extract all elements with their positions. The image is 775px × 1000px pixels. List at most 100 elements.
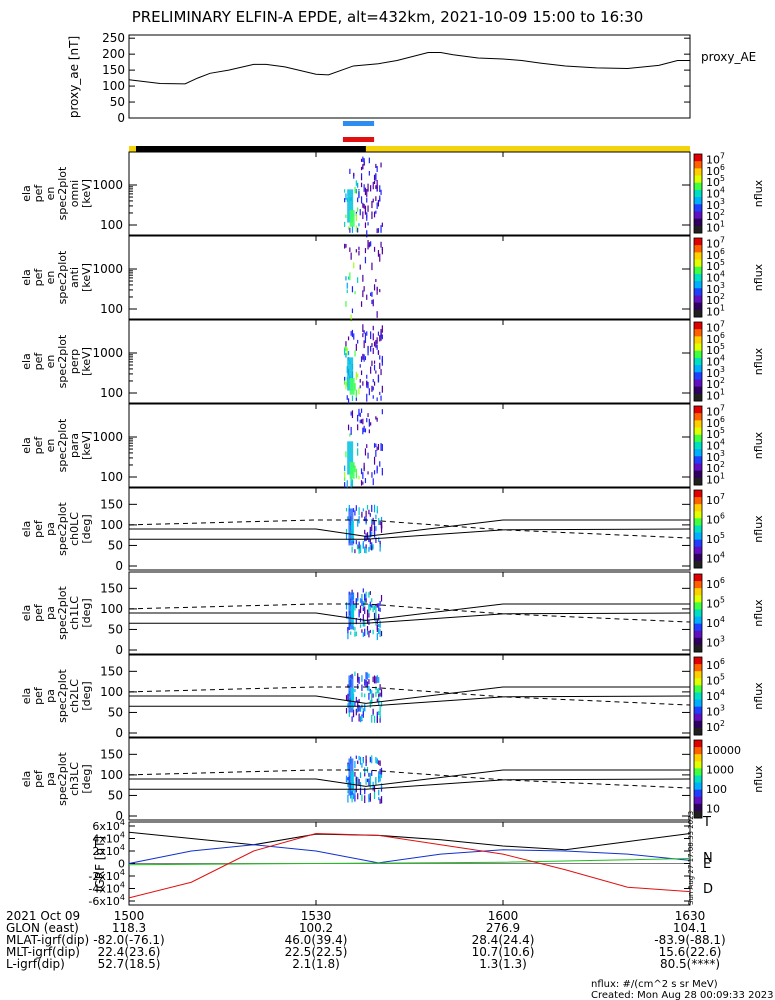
spectrogram-cell — [368, 171, 370, 176]
pa-spectrogram-core-hi — [350, 770, 354, 792]
pa-spectrogram-cell — [373, 791, 376, 800]
spectrogram-cell — [367, 205, 369, 212]
spectrogram-cell — [360, 480, 363, 486]
spectrogram-cell — [380, 395, 382, 401]
colorbar-tick-label: 101 — [706, 303, 725, 318]
spectrogram-cell — [372, 395, 374, 399]
pa-spectrogram-cell — [359, 624, 362, 628]
spectrogram-cell — [373, 246, 376, 252]
footer-row-value: 104.1 — [673, 921, 707, 935]
colorbar-tick-label: 106 — [706, 415, 725, 430]
spectrogram-cell — [355, 371, 357, 380]
spectrogram-cell — [367, 240, 369, 247]
colorbar-tick-label: 101 — [706, 387, 725, 402]
colorbar-tick-label: 106 — [706, 657, 725, 672]
spectrogram-cell — [359, 209, 361, 216]
pa-ytick-label: 100 — [100, 518, 123, 532]
spectrogram-cell — [357, 373, 359, 378]
pa-spectrogram-cell — [368, 605, 370, 614]
spectrogram-cell — [345, 276, 347, 281]
spectrogram-cell — [363, 158, 365, 164]
pa-spectrogram-cell — [376, 603, 378, 608]
pa-spectrogram-cell — [354, 702, 356, 707]
spectrogram-cell — [373, 341, 376, 347]
spectrogram-cell — [351, 329, 354, 338]
panel-ylabel-line: spec2plot — [56, 586, 69, 640]
pa-spectrogram-cell — [369, 604, 371, 611]
pa-spectrogram-cell — [375, 514, 377, 520]
footer-row-value: 1630 — [675, 909, 706, 923]
pa-spectrogram-cell — [380, 701, 383, 707]
spectrogram-cell — [355, 225, 357, 233]
pa-spectrogram-cell — [350, 792, 352, 799]
spectrogram-cell — [345, 193, 347, 200]
spectrogram-cell — [357, 197, 359, 203]
pa-spectrogram-cell — [351, 716, 353, 722]
spectrogram-cell — [373, 381, 376, 386]
pa-spectrogram-cell — [373, 715, 376, 723]
pa-spectrogram-cell — [354, 794, 356, 802]
pa-spectrogram-cell — [376, 633, 378, 641]
spectrogram-cell — [380, 225, 382, 233]
pa-spectrogram-cell — [378, 701, 380, 706]
spectrogram-cell — [367, 222, 369, 226]
colorbar-segment — [694, 343, 702, 352]
colorbar-segment — [694, 637, 702, 646]
pa-spectrogram-cell — [348, 504, 350, 512]
pa-spectrogram-cell — [355, 784, 357, 793]
spectrogram-cell — [363, 203, 365, 209]
spectrogram-cell — [370, 185, 372, 192]
spectrogram-cell — [351, 225, 354, 233]
pa-dashed-line — [128, 769, 691, 789]
colorbar-segment — [694, 413, 702, 421]
colorbar-segment — [694, 393, 702, 402]
colorbar-tick-label: 104 — [706, 615, 725, 630]
spectrogram-cell — [362, 381, 364, 386]
pa-spectrogram-cell — [364, 546, 366, 553]
spectrogram-cell — [381, 467, 383, 476]
pa-dashed-line — [128, 519, 691, 539]
pa-spectrogram-cell — [376, 618, 378, 625]
spectrogram-cell — [376, 287, 378, 295]
pa-spectrogram-cell — [358, 755, 360, 761]
colorbar-tick-label: 104 — [706, 688, 725, 703]
pa-spectrogram-cell — [348, 710, 350, 717]
pa-ytick-label: 100 — [100, 602, 123, 616]
igrf-legend-N: N — [703, 851, 713, 866]
spectrogram-cell — [351, 395, 354, 402]
panel-ylabel-line: perp — [68, 349, 81, 374]
pa-spectrogram-cell — [347, 794, 349, 803]
pa-spectrogram-cell — [368, 546, 370, 552]
pa-spectrogram-cell — [369, 539, 371, 545]
pa-spectrogram-cell — [372, 544, 374, 550]
spectrogram-cell — [346, 480, 348, 488]
pa-spectrogram-cell — [365, 755, 367, 764]
pa-spectrogram-cell — [361, 514, 363, 518]
colorbar-label: nflux — [752, 599, 765, 627]
spectrogram-cell — [357, 339, 359, 344]
pa-spectrogram-cell — [358, 507, 360, 516]
colorbar-segment — [694, 796, 702, 805]
pa-spectrogram-cell — [352, 592, 355, 600]
energy-ytick-label: 100 — [100, 302, 123, 316]
colorbar-tick-label: 106 — [706, 247, 725, 262]
pa-spectrogram-cell — [362, 757, 364, 764]
spectrogram-cell — [371, 299, 373, 305]
spectrogram-cell — [380, 189, 382, 195]
spectrogram-cell — [359, 378, 361, 383]
spectrogram-cell — [358, 246, 360, 251]
spectrogram-cell — [344, 376, 346, 381]
spectrogram-cell — [360, 173, 363, 178]
pa-spectrogram-cell — [347, 790, 349, 794]
spectrogram-cell — [357, 424, 359, 431]
pa-spectrogram-cell — [352, 709, 355, 717]
spectrogram-cell — [350, 481, 352, 489]
pa-spectrogram-cell — [378, 789, 380, 796]
spectrogram-cell — [349, 433, 351, 437]
proxy-ae-ytick-label: 200 — [102, 47, 125, 61]
pa-ytick-label: 150 — [100, 664, 123, 678]
pa-spectrogram-cell — [359, 605, 362, 614]
pa-spectrogram-cell — [375, 617, 377, 626]
proxy-ae-legend: proxy_AE — [701, 50, 756, 64]
panel-ylabel-line: pef — [32, 519, 45, 538]
